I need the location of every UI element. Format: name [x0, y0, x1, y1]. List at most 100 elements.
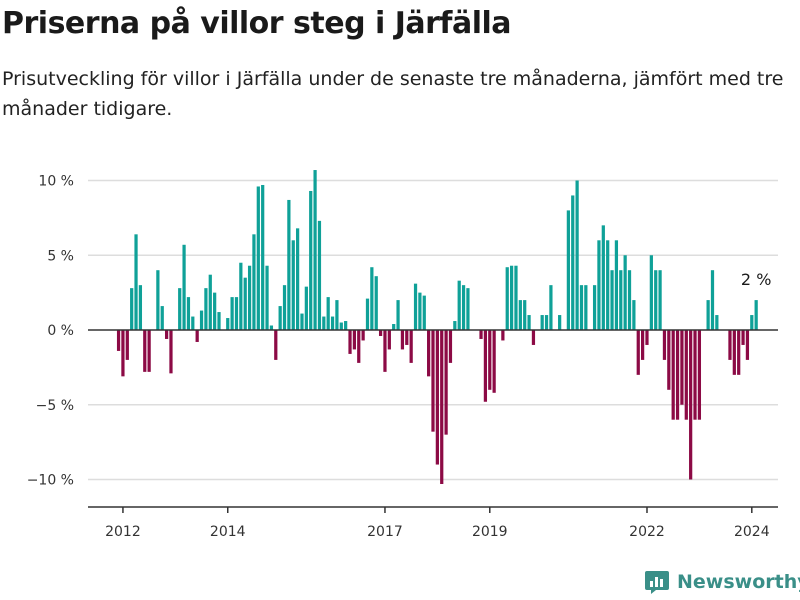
bar	[304, 286, 308, 330]
bar	[256, 186, 260, 330]
bar	[365, 298, 370, 330]
bar	[488, 330, 492, 390]
bar	[457, 280, 461, 330]
bar	[549, 285, 553, 330]
bar	[579, 285, 584, 330]
bar	[710, 270, 715, 330]
bar	[330, 316, 335, 330]
bar	[413, 283, 418, 330]
chart-subtitle: Prisutveckling för villor i Järfälla und…	[2, 68, 784, 120]
bar	[606, 240, 610, 330]
bar	[427, 330, 431, 377]
bar	[326, 297, 330, 330]
x-tick-label: 2014	[210, 524, 246, 540]
x-tick-label: 2022	[629, 524, 665, 540]
bar	[531, 330, 536, 345]
bar	[344, 321, 348, 330]
newsworthy-logo: Newsworthy	[644, 569, 800, 595]
bar	[313, 170, 317, 330]
bar	[147, 330, 151, 372]
bar	[134, 234, 138, 330]
bar	[544, 315, 549, 330]
chart-title: Priserna på villor steg i Järfälla	[2, 6, 512, 41]
bar	[164, 330, 169, 339]
y-tick-label: 10 %	[38, 174, 74, 190]
bar	[627, 270, 632, 330]
bar	[195, 330, 199, 342]
bar	[230, 297, 234, 330]
bar	[243, 277, 247, 330]
bar	[422, 295, 426, 330]
newsworthy-logo-text: Newsworthy	[677, 571, 800, 593]
bar	[361, 330, 365, 341]
x-tick-label: 2012	[105, 524, 141, 540]
bar	[448, 330, 453, 363]
bar	[654, 270, 658, 330]
y-tick-label: 0 %	[47, 323, 74, 339]
bar	[737, 330, 741, 375]
bar	[584, 285, 588, 330]
bar	[435, 330, 439, 465]
bar	[138, 285, 143, 330]
bar	[269, 325, 274, 330]
bar	[186, 297, 191, 330]
bar	[658, 270, 662, 330]
bar	[226, 318, 230, 330]
bar	[675, 330, 680, 420]
y-tick-label: −10 %	[27, 473, 74, 489]
bar	[317, 220, 322, 330]
bar	[741, 330, 745, 345]
bar	[247, 265, 252, 330]
bar	[357, 330, 361, 363]
bar	[514, 265, 518, 330]
bar	[601, 225, 605, 330]
bar	[182, 244, 186, 330]
bar	[509, 265, 514, 330]
bar	[440, 330, 444, 484]
bar	[483, 330, 488, 402]
x-tick-label: 2024	[734, 524, 770, 540]
bar	[169, 330, 173, 374]
bar	[697, 330, 702, 420]
bar	[291, 240, 295, 330]
bar	[754, 300, 758, 330]
bar	[693, 330, 697, 420]
last-value-label: 2 %	[741, 270, 771, 289]
newsworthy-logo-icon	[645, 571, 669, 594]
bar	[619, 270, 623, 330]
bar	[339, 322, 343, 330]
bar	[143, 330, 147, 372]
bar	[309, 190, 313, 330]
bar	[689, 330, 693, 480]
bar	[125, 330, 129, 360]
bar	[121, 330, 125, 377]
bar	[370, 267, 374, 330]
bar	[348, 330, 352, 354]
bar	[453, 321, 457, 330]
bar	[645, 330, 649, 345]
bar	[261, 184, 265, 330]
bar	[566, 210, 570, 330]
bar	[728, 330, 732, 360]
bar	[518, 300, 522, 330]
bar	[178, 288, 182, 330]
bar	[300, 313, 304, 330]
bar	[396, 300, 400, 330]
bar	[296, 228, 300, 330]
bar	[265, 265, 269, 330]
bar	[571, 195, 575, 330]
bar	[558, 315, 562, 330]
bar	[540, 315, 544, 330]
bar	[523, 300, 527, 330]
bar	[623, 255, 627, 330]
bar	[378, 330, 383, 336]
bar	[191, 316, 195, 330]
bar	[409, 330, 413, 363]
bar	[282, 285, 287, 330]
bar	[252, 234, 256, 330]
bar	[597, 240, 601, 330]
bar	[632, 300, 636, 330]
bar	[706, 300, 710, 330]
bar	[322, 316, 326, 330]
bar	[614, 240, 619, 330]
